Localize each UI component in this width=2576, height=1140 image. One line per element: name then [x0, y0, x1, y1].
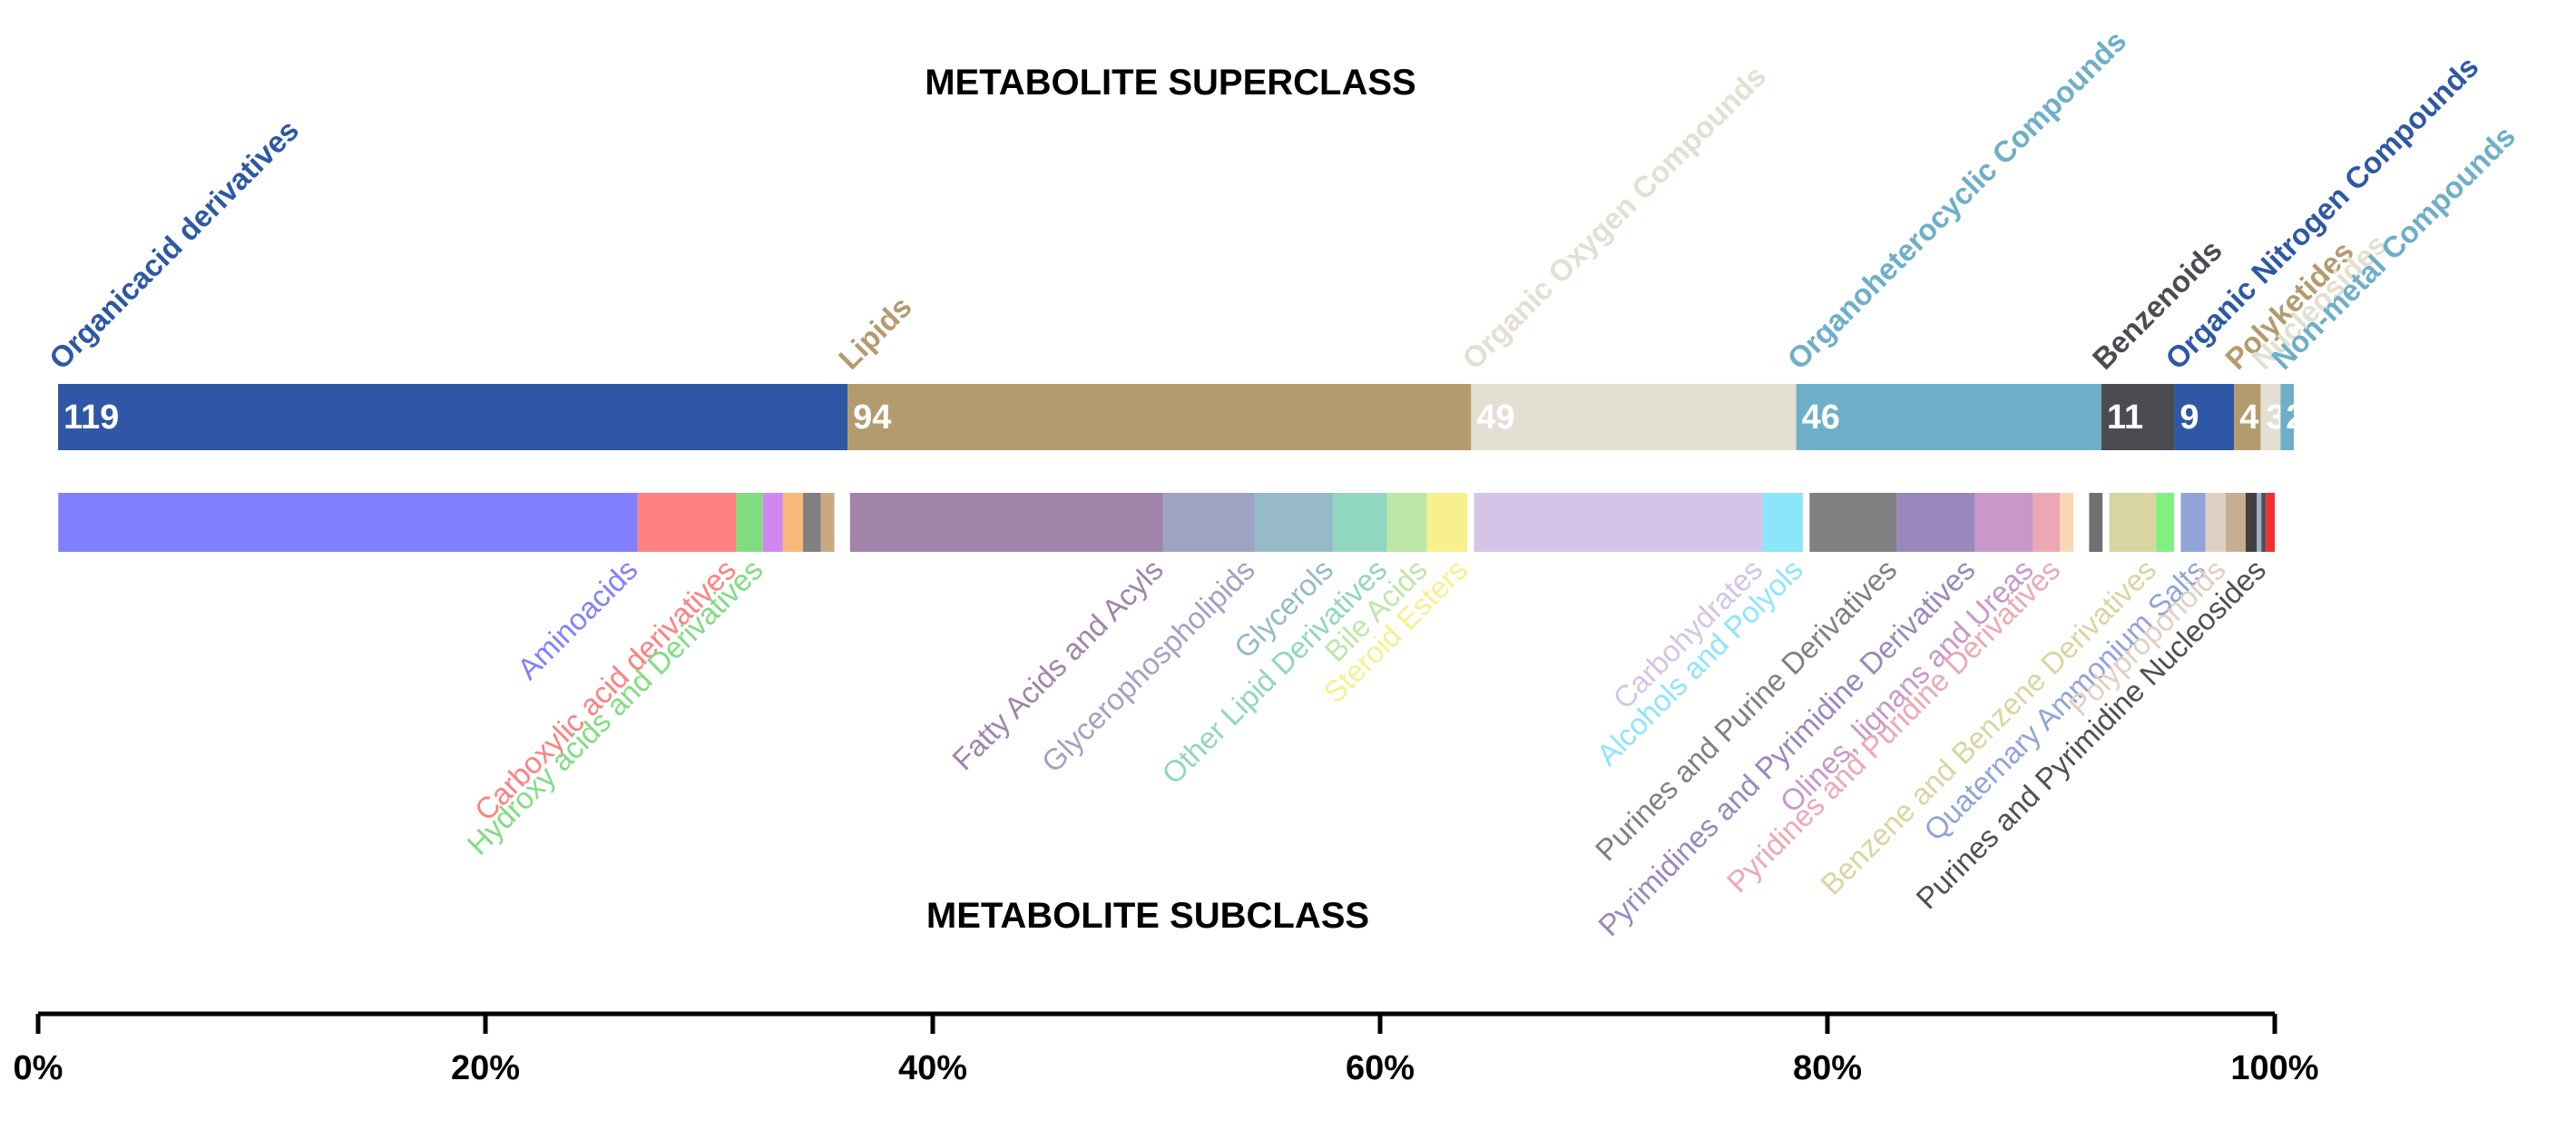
superclass-segment-benzenoids [2101, 384, 2175, 450]
subclass-segment-carboxylic-acid-derivatives [637, 493, 737, 552]
subclass-segment-pyridines-and-puridine-derivatives [2032, 493, 2061, 552]
subclass-segment-pyrimidines-and-pyrimidine-derivatives [1896, 493, 1975, 552]
subclass-segment-other-lipid-derivatives [1333, 493, 1387, 552]
superclass-value-polyketides: 4 [2239, 398, 2258, 437]
subclass-segment-unlabeled-29 [2266, 493, 2275, 552]
subclass-segment-quaternary-ammonium-salts [2180, 493, 2206, 552]
subclass-segment-aminoacids [58, 493, 638, 552]
superclass-value-non-metal-compounds: 2 [2286, 398, 2305, 437]
subclass-segment-unlabeled-25 [2225, 493, 2246, 552]
superclass-value-lipids: 94 [853, 398, 891, 437]
subclass-segment-alcohols-and-polyols [1762, 493, 1803, 552]
subclass-segment-unlabeled-5 [803, 493, 821, 552]
subclass-segment-unlabeled-6 [820, 493, 835, 552]
subclass-segment-unlabeled-27 [2257, 493, 2262, 552]
subclass-segment-steroid-esters [1426, 493, 1468, 552]
subclass-segment-purines-and-pyrimidine-nucleosides [2261, 493, 2267, 552]
subclass-segment-purines-and-purine-derivatives [1809, 493, 1897, 552]
chart-title: METABOLITE SUPERCLASS [925, 63, 1416, 103]
x-axis-tick-label: 60% [1346, 1049, 1415, 1087]
x-axis-tick-label: 0% [14, 1049, 64, 1087]
subclass-segment-unlabeled-19 [2060, 493, 2074, 552]
superclass-segment-organicacid-derivatives [58, 384, 848, 450]
chart-subtitle: METABOLITE SUBCLASS [926, 896, 1369, 936]
subclass-segment-benzene-and-benzene-derivatives [2109, 493, 2157, 552]
subclass-segment-hydroxy-acids-and-derivatives [736, 493, 763, 552]
superclass-value-benzenoids: 11 [2107, 398, 2143, 437]
x-axis-tick-label: 20% [451, 1049, 520, 1087]
superclass-label-organic-oxygen-compounds: Organic Oxygen Compounds [1455, 59, 1772, 376]
subclass-segment-carbohydrates [1474, 493, 1763, 552]
subclass-segment-fatty-acids-and-acyls [849, 493, 1163, 552]
superclass-label-organoheterocyclic-compounds: Organoheterocyclic Compounds [1780, 24, 2132, 376]
superclass-value-organic-oxygen-compounds: 49 [1476, 398, 1514, 437]
subclass-segment-glycerophospholipids [1162, 493, 1255, 552]
x-axis-tick-label: 100% [2230, 1049, 2318, 1087]
subclass-segment-glycerols [1254, 493, 1334, 552]
x-axis-tick-label: 80% [1793, 1049, 1862, 1087]
subclass-segment-polyproponoids [2205, 493, 2226, 552]
superclass-segment-nucleosides [2260, 384, 2281, 450]
subclass-segment-olines-lignans-and-ureas [1974, 493, 2033, 552]
superclass-value-nucleosides: 3 [2266, 398, 2285, 437]
superclass-segment-organic-oxygen-compounds [1471, 384, 1797, 450]
superclass-segment-non-metal-compounds [2280, 384, 2294, 450]
x-axis: 0% 20% 40% 60% 80% 100% [14, 1011, 2319, 1087]
subclass-segment-unlabeled-3 [762, 493, 783, 552]
subclass-segment-unlabeled-20 [2089, 493, 2103, 552]
superclass-bar: 119 94 49 46 11 9 4 3 2 [58, 384, 2306, 450]
subclass-segment-unlabeled-26 [2245, 493, 2258, 552]
x-axis-tick-label: 40% [898, 1049, 967, 1087]
superclass-value-organoheterocyclic-compounds: 46 [1802, 398, 1840, 437]
superclass-value-organic-nitrogen-compounds: 9 [2179, 398, 2199, 437]
subclass-segment-bile-acids [1386, 493, 1427, 552]
superclass-value-organicacid-derivatives: 119 [64, 398, 119, 437]
superclass-segment-organoheterocyclic-compounds [1796, 384, 2101, 450]
superclass-segment-lipids [847, 384, 1472, 450]
superclass-label-lipids: Lipids [832, 290, 918, 376]
subclass-segment-unlabeled-4 [782, 493, 804, 552]
superclass-label-organicacid-derivatives: Organicacid derivatives [43, 113, 305, 375]
subclass-bar [58, 493, 2275, 552]
subclass-segment-unlabeled-22 [2156, 493, 2175, 552]
superclass-segment-organic-nitrogen-compounds [2174, 384, 2235, 450]
superclass-segment-polyketides [2234, 384, 2261, 450]
